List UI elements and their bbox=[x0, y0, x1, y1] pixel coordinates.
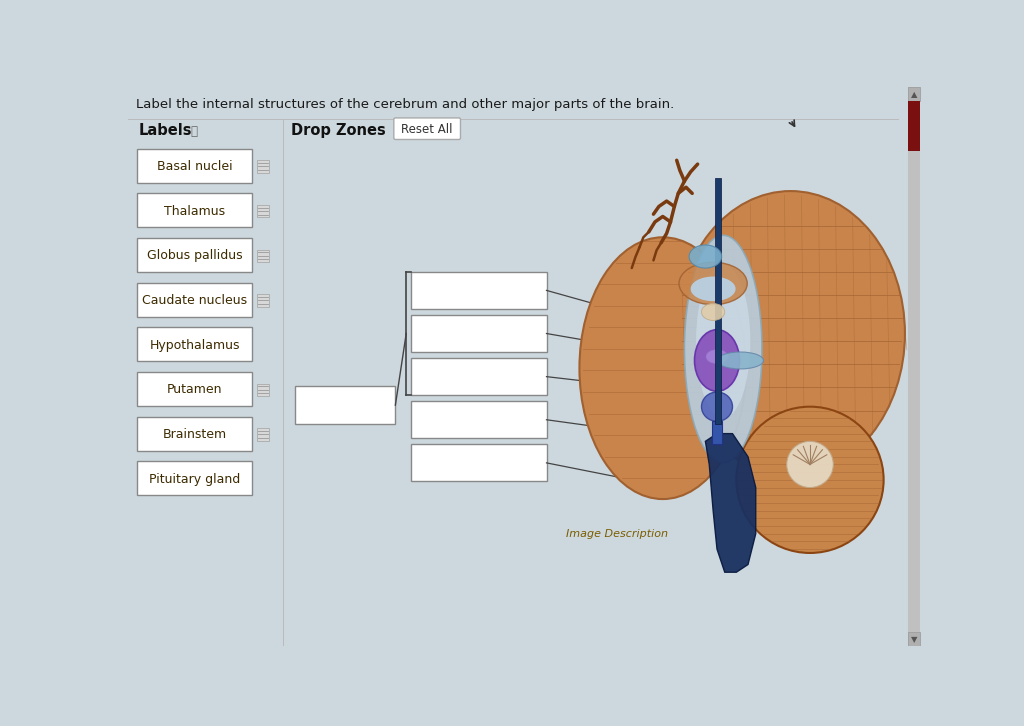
Ellipse shape bbox=[679, 262, 748, 305]
FancyBboxPatch shape bbox=[411, 272, 547, 309]
Ellipse shape bbox=[696, 264, 751, 418]
FancyBboxPatch shape bbox=[257, 160, 269, 173]
Text: Basal nuclei: Basal nuclei bbox=[157, 160, 232, 173]
Ellipse shape bbox=[580, 237, 746, 499]
FancyBboxPatch shape bbox=[411, 401, 547, 439]
FancyBboxPatch shape bbox=[713, 420, 722, 444]
Text: Globus pallidus: Globus pallidus bbox=[146, 249, 243, 262]
FancyBboxPatch shape bbox=[137, 238, 252, 272]
Text: ▼: ▼ bbox=[911, 635, 918, 644]
PathPatch shape bbox=[706, 433, 756, 572]
Ellipse shape bbox=[676, 191, 905, 476]
Ellipse shape bbox=[707, 350, 728, 364]
FancyBboxPatch shape bbox=[411, 444, 547, 481]
Text: Thalamus: Thalamus bbox=[164, 205, 225, 218]
FancyBboxPatch shape bbox=[137, 193, 252, 227]
Text: Pituitary gland: Pituitary gland bbox=[150, 473, 241, 486]
FancyBboxPatch shape bbox=[137, 372, 252, 406]
Ellipse shape bbox=[786, 441, 834, 488]
Ellipse shape bbox=[689, 245, 722, 268]
FancyBboxPatch shape bbox=[908, 87, 920, 101]
FancyBboxPatch shape bbox=[257, 294, 269, 306]
FancyBboxPatch shape bbox=[394, 118, 461, 139]
FancyBboxPatch shape bbox=[257, 205, 269, 217]
Text: Labels: Labels bbox=[139, 123, 193, 139]
Ellipse shape bbox=[701, 392, 732, 421]
FancyBboxPatch shape bbox=[137, 417, 252, 451]
FancyBboxPatch shape bbox=[411, 315, 547, 352]
FancyBboxPatch shape bbox=[257, 250, 269, 262]
FancyBboxPatch shape bbox=[411, 358, 547, 395]
Ellipse shape bbox=[684, 235, 762, 462]
Text: Brainstem: Brainstem bbox=[163, 428, 226, 441]
Text: Image Description: Image Description bbox=[566, 529, 668, 539]
FancyBboxPatch shape bbox=[908, 101, 920, 151]
Text: Caudate nucleus: Caudate nucleus bbox=[142, 294, 247, 307]
FancyBboxPatch shape bbox=[257, 428, 269, 441]
FancyBboxPatch shape bbox=[137, 282, 252, 317]
Text: ⓘ: ⓘ bbox=[190, 125, 197, 138]
Ellipse shape bbox=[690, 277, 735, 301]
Ellipse shape bbox=[736, 407, 884, 553]
FancyBboxPatch shape bbox=[137, 461, 252, 495]
FancyBboxPatch shape bbox=[908, 87, 920, 646]
Ellipse shape bbox=[701, 303, 725, 320]
Ellipse shape bbox=[694, 330, 739, 391]
FancyBboxPatch shape bbox=[715, 178, 721, 425]
FancyBboxPatch shape bbox=[137, 327, 252, 362]
Ellipse shape bbox=[717, 352, 764, 369]
Text: ▲: ▲ bbox=[911, 89, 918, 99]
Text: Hypothalamus: Hypothalamus bbox=[150, 338, 240, 351]
FancyBboxPatch shape bbox=[908, 632, 920, 646]
Text: Reset All: Reset All bbox=[401, 123, 453, 136]
Text: Putamen: Putamen bbox=[167, 383, 222, 396]
Text: Label the internal structures of the cerebrum and other major parts of the brain: Label the internal structures of the cer… bbox=[136, 98, 674, 111]
FancyBboxPatch shape bbox=[257, 383, 269, 396]
Text: Drop Zones  ←: Drop Zones ← bbox=[291, 123, 408, 139]
FancyBboxPatch shape bbox=[137, 149, 252, 183]
FancyBboxPatch shape bbox=[295, 386, 395, 425]
